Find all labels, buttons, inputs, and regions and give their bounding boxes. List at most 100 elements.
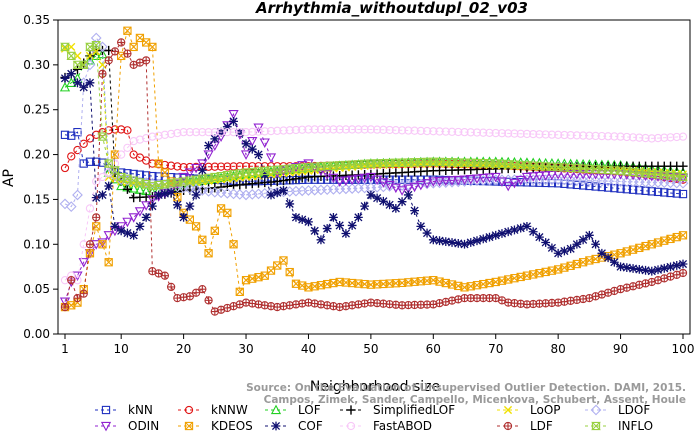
data-point	[572, 239, 582, 249]
data-point	[191, 222, 201, 231]
data-point	[503, 227, 513, 237]
series-cof	[60, 69, 688, 276]
data-point	[254, 127, 263, 136]
data-point	[91, 193, 101, 203]
data-point	[628, 264, 638, 273]
legend-marker	[590, 404, 602, 416]
data-point	[678, 189, 688, 199]
data-point	[397, 126, 407, 135]
data-point	[210, 162, 219, 171]
data-point	[322, 224, 332, 233]
data-point	[273, 126, 282, 135]
data-point	[216, 162, 226, 171]
data-point	[540, 171, 551, 181]
data-point	[622, 263, 632, 273]
data-point	[98, 240, 107, 249]
data-point	[222, 122, 232, 132]
data-point	[104, 181, 114, 191]
data-point	[229, 302, 238, 311]
data-point	[596, 170, 607, 180]
data-point	[647, 277, 656, 287]
data-point	[117, 125, 126, 134]
data-point	[660, 133, 669, 142]
data-point	[198, 284, 207, 294]
data-point	[285, 199, 295, 209]
data-point	[591, 131, 600, 141]
data-point	[190, 163, 202, 174]
data-point	[585, 293, 594, 303]
data-point	[497, 296, 507, 305]
chart-title: Arrhythmia_withoutdupl_02_v03	[255, 0, 528, 17]
data-point	[353, 174, 364, 185]
legend-label: SimplifiedLOF	[373, 403, 455, 417]
data-point	[304, 125, 313, 134]
data-point	[185, 292, 194, 301]
data-point	[628, 133, 638, 142]
data-point	[453, 175, 464, 186]
data-point	[123, 49, 132, 58]
data-point	[304, 217, 313, 227]
data-point	[172, 200, 182, 210]
data-point	[216, 127, 226, 137]
data-point	[628, 245, 638, 254]
data-point	[459, 175, 470, 186]
data-point	[266, 190, 276, 200]
data-point	[79, 139, 88, 148]
y-axis: 0.00 0.05 0.10 0.15 0.20 0.25 0.30 0.35	[23, 13, 58, 341]
y-tick-label: 0.00	[23, 327, 50, 341]
legend-marker	[271, 421, 281, 431]
legend-label: kNN	[128, 403, 153, 417]
data-point	[279, 186, 288, 195]
data-point	[129, 42, 138, 52]
data-point	[235, 180, 245, 190]
data-point	[460, 239, 469, 249]
data-point	[173, 162, 182, 171]
series-ldf	[60, 38, 688, 316]
data-point	[223, 162, 232, 171]
legend-item-ldf: LDF	[497, 419, 553, 433]
legend-item-inflo: INFLO	[585, 419, 653, 433]
data-point	[85, 42, 95, 52]
data-point	[110, 47, 120, 56]
y-tick-label: 0.25	[23, 103, 50, 117]
data-point	[191, 127, 201, 137]
data-point	[135, 33, 145, 43]
data-point	[635, 133, 644, 142]
series-fastabod	[60, 125, 688, 285]
legend-label: ODIN	[128, 419, 159, 433]
data-point	[434, 176, 445, 187]
data-point	[104, 258, 113, 267]
data-point	[597, 248, 607, 258]
data-point	[597, 182, 606, 192]
data-point	[85, 204, 95, 213]
data-point	[248, 127, 257, 137]
data-point	[347, 221, 357, 230]
data-point	[471, 174, 483, 184]
data-point	[272, 188, 282, 198]
legend-item-kdeos: KDEOS	[178, 419, 253, 433]
data-point	[366, 190, 376, 200]
data-point	[334, 177, 345, 187]
data-point	[591, 182, 600, 191]
data-point	[597, 290, 606, 299]
legend-item-knnw: kNNW	[178, 403, 248, 417]
data-point	[78, 60, 89, 70]
data-point	[428, 177, 439, 187]
data-point	[422, 228, 432, 238]
data-point	[610, 132, 619, 141]
data-point	[616, 132, 625, 141]
data-point	[666, 188, 675, 198]
legend-item-ldof: LDOF	[585, 403, 650, 417]
data-point	[260, 301, 269, 310]
data-point	[460, 127, 469, 137]
data-point	[110, 125, 120, 134]
data-point	[516, 129, 525, 138]
data-point	[142, 56, 151, 65]
data-point	[504, 129, 513, 138]
data-point	[453, 238, 463, 248]
data-point	[297, 215, 307, 225]
data-point	[210, 307, 219, 316]
data-point	[60, 163, 70, 173]
data-point	[259, 138, 270, 148]
